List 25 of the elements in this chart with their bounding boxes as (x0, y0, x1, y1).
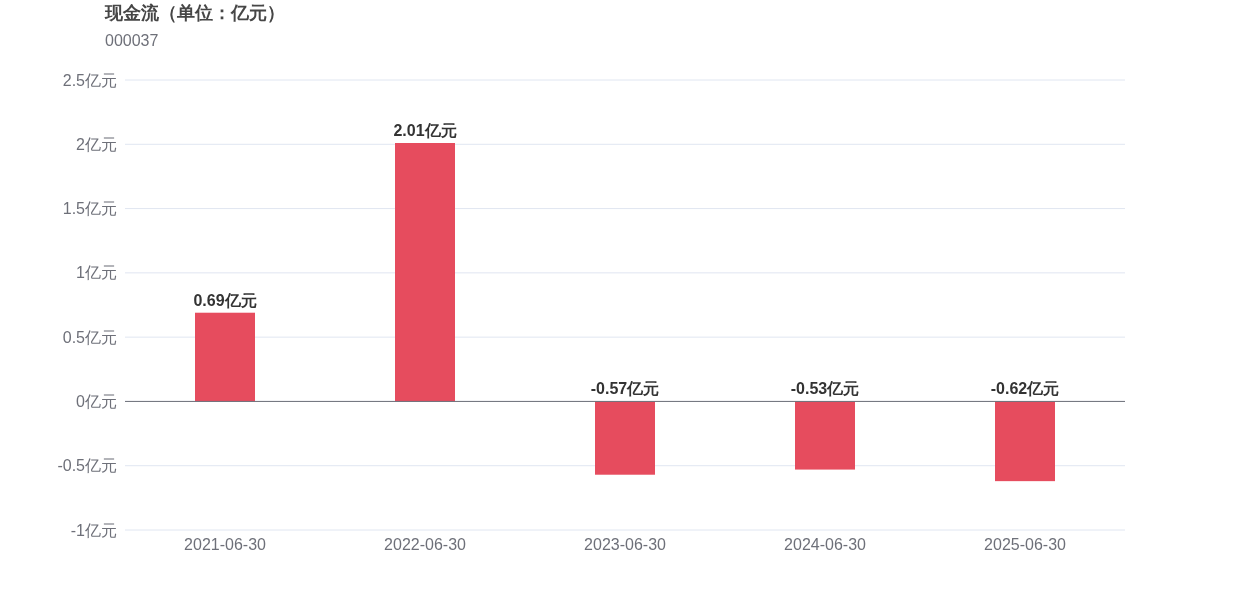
x-tick-label: 2022-06-30 (384, 536, 467, 553)
bar (195, 312, 255, 402)
bar (795, 401, 855, 470)
data-label: -0.62亿元 (990, 380, 1060, 398)
y-tick-label: 1.5亿元 (62, 200, 117, 218)
x-tick-label: 2023-06-30 (584, 536, 667, 553)
bar (995, 401, 1055, 482)
y-tick-label: 0.5亿元 (62, 328, 117, 346)
y-tick-label: 0亿元 (76, 393, 117, 411)
y-tick-label: -0.5亿元 (57, 457, 117, 475)
data-label: -0.53亿元 (790, 380, 860, 398)
y-tick-label: 2亿元 (76, 135, 117, 153)
chart-subtitle: 000037 (105, 32, 159, 49)
y-tick-label: 1亿元 (76, 264, 117, 282)
data-label: 0.69亿元 (193, 291, 257, 309)
bar (595, 401, 655, 475)
x-tick-label: 2021-06-30 (184, 536, 267, 553)
bar (395, 143, 455, 402)
data-label: 2.01亿元 (393, 122, 457, 139)
y-tick-label: 2.5亿元 (62, 71, 117, 89)
y-tick-label: -1亿元 (70, 521, 117, 539)
x-tick-label: 2024-06-30 (784, 536, 867, 553)
data-label: -0.57亿元 (590, 380, 660, 398)
x-tick-label: 2025-06-30 (984, 536, 1067, 553)
chart-title: 现金流（单位：亿元） (104, 3, 285, 23)
